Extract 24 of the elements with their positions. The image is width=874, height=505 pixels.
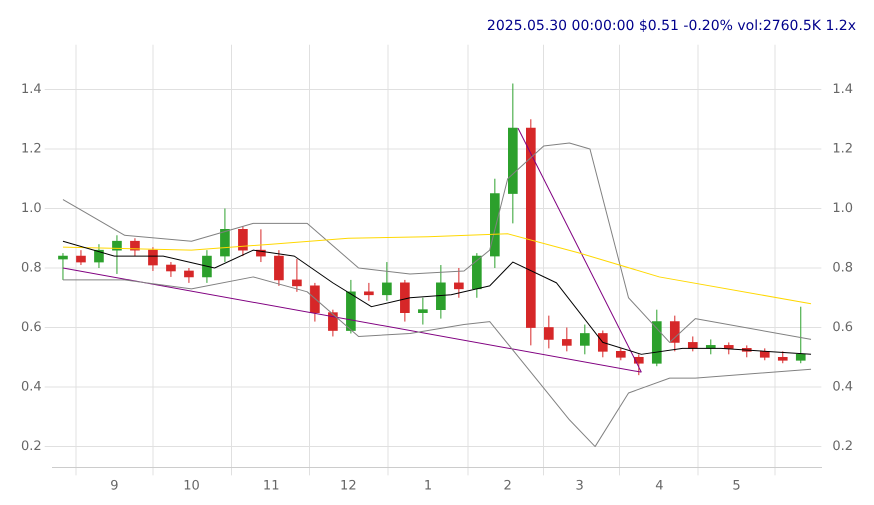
y-tick-label: 0.8 xyxy=(20,260,42,276)
x-tick-label: 12 xyxy=(340,478,357,494)
y-tick-label: 1.2 xyxy=(20,141,42,156)
chart-title: 2025.05.30 00:00:00 $0.51 -0.20% vol:2760.5K 1.2x xyxy=(486,18,856,34)
y-tick-label: 0.4 xyxy=(20,379,42,394)
y2-tick-label: 1.0 xyxy=(832,200,854,216)
y2-tick-label: 0.6 xyxy=(832,320,854,335)
y-tick-label: 1.4 xyxy=(20,82,42,97)
x-tick-label: 4 xyxy=(655,478,664,494)
x-tick-label: 10 xyxy=(183,478,200,494)
y-tick-label: 0.6 xyxy=(20,320,42,335)
y2-tick-label: 1.4 xyxy=(832,82,854,97)
x-tick-label: 5 xyxy=(732,478,741,494)
y-tick-label: 0.2 xyxy=(20,438,42,454)
y2-tick-label: 0.4 xyxy=(832,379,854,394)
x-tick-label: 1 xyxy=(424,478,432,494)
x-tick-label: 2 xyxy=(504,478,512,494)
x-tick-label: 3 xyxy=(576,478,584,494)
y2-tick-label: 0.2 xyxy=(832,438,854,454)
x-tick-label: 9 xyxy=(110,478,119,494)
y2-tick-label: 1.2 xyxy=(832,141,854,156)
x-tick-label: 11 xyxy=(262,478,280,494)
y2-tick-label: 0.8 xyxy=(832,260,854,276)
y-tick-label: 1.0 xyxy=(20,200,42,216)
